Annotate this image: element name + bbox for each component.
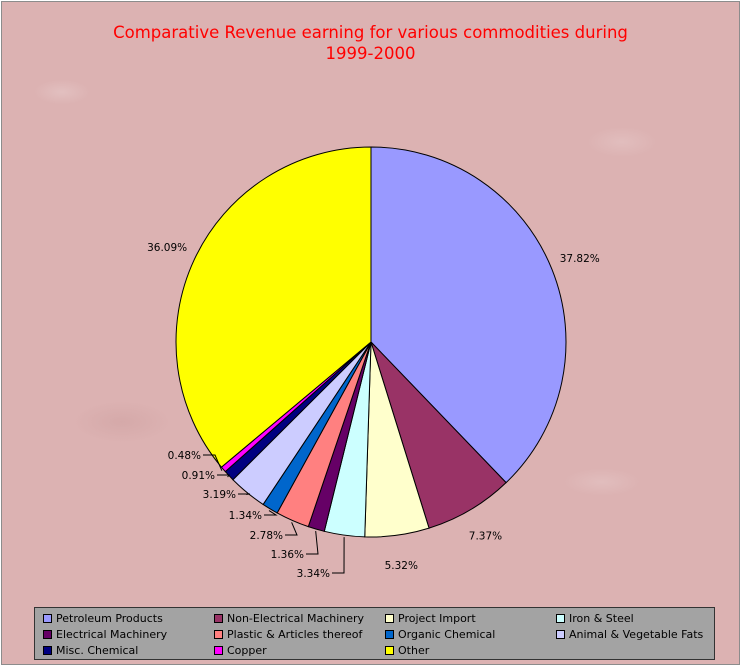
legend-swatch (556, 630, 565, 640)
legend-label: Animal & Vegetable Fats (569, 628, 704, 642)
legend-label: Organic Chemical (398, 628, 496, 642)
pie-slice-petroleum-products (370, 146, 567, 484)
chart-title-line-2: 1999-2000 (325, 44, 416, 63)
legend-swatch (43, 613, 52, 623)
data-label-copper: 0.48% (168, 450, 201, 462)
leader-lines (203, 454, 345, 574)
legend-label: Copper (227, 644, 267, 658)
leader-line-misc-chemical (217, 474, 230, 478)
legend-swatch (385, 613, 394, 623)
data-label-iron-steel: 3.34% (297, 568, 330, 580)
legend-item-project-import: Project Import (385, 610, 556, 626)
data-label-other: 36.09% (147, 242, 187, 254)
data-label-project-import: 5.32% (385, 560, 418, 572)
legend-item-petroleum-products: Petroleum Products (43, 610, 214, 626)
data-label-misc-chemical: 0.91% (182, 470, 215, 482)
legend-item-iron-steel: Iron & Steel (556, 610, 721, 626)
leader-line-organic-chemical (264, 510, 278, 516)
legend-item-organic-chemical: Organic Chemical (385, 626, 556, 642)
legend-label: Non-Electrical Machinery (227, 611, 365, 625)
legend-swatch (214, 646, 223, 656)
legend-label: Iron & Steel (569, 611, 634, 625)
data-label-electrical-machinery: 1.36% (271, 549, 304, 561)
pie-slice-other (175, 146, 372, 468)
legend-swatch (214, 630, 223, 640)
pie-chart: 37.82% 7.37% 5.32% 3.34% 1.36% 2.78% 1.34% 3.19… (147, 146, 600, 580)
legend-swatch (43, 646, 52, 656)
leader-line-copper (203, 454, 223, 471)
chart-title-line-1: Comparative Revenue earning for various … (113, 23, 628, 42)
data-label-organic-chemical: 1.34% (229, 510, 262, 522)
legend-swatch (385, 630, 394, 640)
data-label-non-electrical-machinery: 7.37% (469, 531, 502, 543)
legend-item-electrical-machinery: Electrical Machinery (43, 626, 214, 642)
chart-title: Comparative Revenue earning for various … (2, 22, 739, 64)
legend-item-misc-chemical: Misc. Chemical (43, 643, 214, 659)
data-label-plastic-articles-thereof: 2.78% (250, 530, 283, 542)
legend-label: Project Import (398, 611, 476, 625)
leader-line-iron-steel (332, 537, 345, 574)
legend: Petroleum Products Non-Electrical Machine… (34, 607, 715, 660)
legend-swatch (214, 613, 223, 623)
legend-label: Plastic & Articles thereof (227, 628, 363, 642)
legend-label: Electrical Machinery (56, 628, 168, 642)
legend-label: Petroleum Products (56, 611, 163, 625)
legend-item-animal-vegetable-fats: Animal & Vegetable Fats (556, 626, 721, 642)
legend-item-other: Other (385, 643, 556, 659)
legend-item-copper: Copper (214, 643, 385, 659)
data-label-petroleum-products: 37.82% (560, 253, 600, 265)
data-label-animal-vegetable-fats: 3.19% (203, 489, 236, 501)
legend-item-plastic-articles-thereof: Plastic & Articles thereof (214, 626, 385, 642)
pie-slices (175, 146, 567, 538)
legend-label: Other (398, 644, 430, 658)
leader-line-plastic-articles-thereof (285, 522, 298, 536)
legend-label: Misc. Chemical (56, 644, 139, 658)
legend-swatch (556, 613, 565, 623)
legend-item-non-electrical-machinery: Non-Electrical Machinery (214, 610, 385, 626)
data-labels: 37.82% 7.37% 5.32% 3.34% 1.36% 2.78% 1.34% 3.19… (147, 242, 600, 580)
leader-line-electrical-machinery (306, 531, 319, 555)
legend-swatch (385, 646, 394, 656)
legend-swatch (43, 630, 52, 640)
